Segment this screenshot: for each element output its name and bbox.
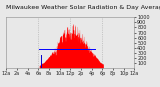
Text: Milwaukee Weather Solar Radiation & Day Average per Minute W/m2 (Today): Milwaukee Weather Solar Radiation & Day …: [6, 5, 160, 10]
